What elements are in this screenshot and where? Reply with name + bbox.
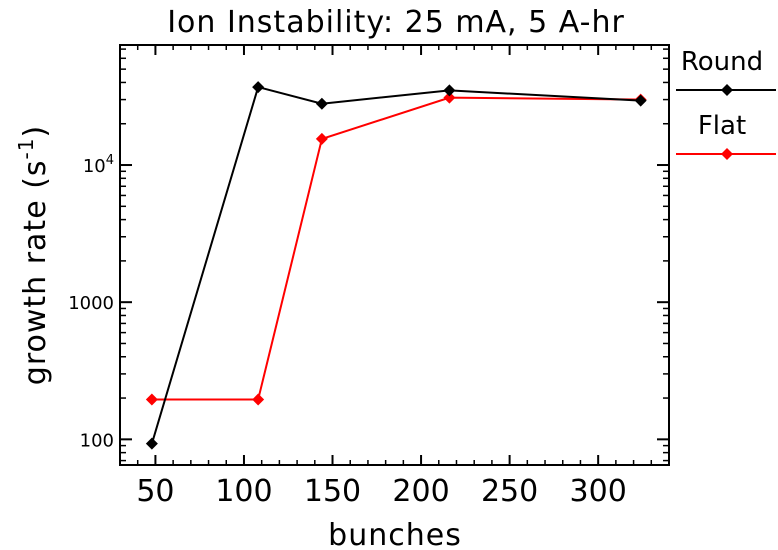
y-axis: 100 1000 104 — [68, 48, 669, 462]
x-axis: 50 100 150 200 250 300 — [136, 45, 653, 509]
legend-marker-flat — [721, 148, 733, 160]
y-axis-label-superscript: -1 — [14, 138, 38, 160]
data-point-flat — [145, 393, 158, 406]
legend-label-round: Round — [681, 47, 763, 77]
x-axis-label: bunches — [328, 518, 462, 550]
x-tick-label: 300 — [570, 474, 627, 509]
series-line-round — [150, 85, 641, 444]
y-axis-label: growth rate (s-1) — [14, 125, 53, 385]
chart-title: Ion Instability: 25 mA, 5 A-hr — [167, 5, 625, 40]
legend: Round Flat — [676, 47, 776, 160]
legend-marker-round — [721, 84, 733, 96]
data-point-round — [315, 97, 328, 110]
data-point-round — [145, 437, 158, 450]
y-tick-label: 1000 — [68, 293, 114, 314]
x-tick-label: 250 — [481, 474, 538, 509]
x-tick-label: 100 — [215, 474, 272, 509]
x-tick-label: 200 — [392, 474, 449, 509]
data-point-round — [443, 84, 456, 97]
plot-frame — [119, 44, 670, 466]
y-tick-label: 104 — [83, 153, 114, 177]
data-point-flat — [252, 393, 265, 406]
x-tick-label: 50 — [136, 474, 174, 509]
x-tick-label: 150 — [304, 474, 361, 509]
data-point-flat — [315, 132, 328, 145]
y-axis-label-close: ) — [18, 125, 53, 138]
y-tick-label: 100 — [80, 430, 114, 451]
series-lines — [145, 81, 647, 450]
data-point-round — [634, 94, 647, 107]
legend-label-flat: Flat — [698, 111, 746, 141]
data-point-round — [252, 81, 265, 94]
series-line-flat — [151, 96, 641, 401]
data-point-flat — [443, 91, 456, 104]
y-axis-label-main: growth rate (s — [18, 159, 53, 385]
